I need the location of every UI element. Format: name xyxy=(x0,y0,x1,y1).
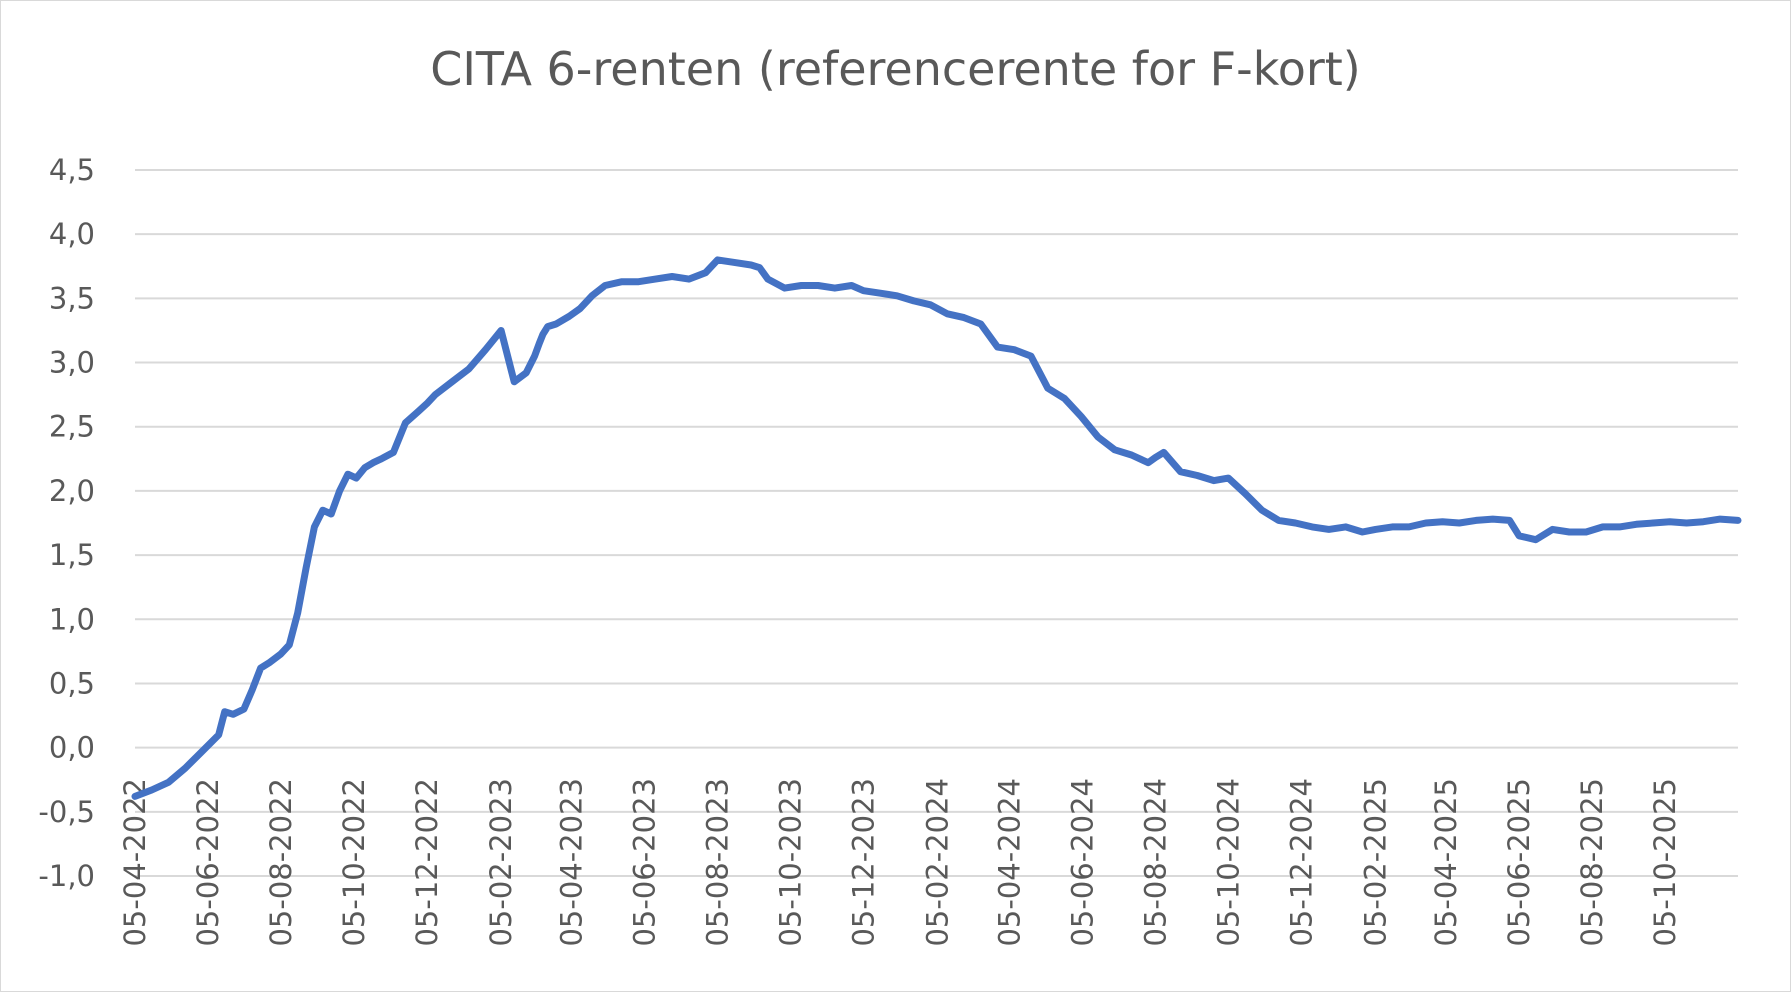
y-axis-tick-labels: -1,0 -0,5 0,0 0,5 1,0 1,5 2,0 2,5 3,0 3,5 4,0 4,5 xyxy=(38,153,95,893)
y-tick-label: 1,0 xyxy=(49,602,95,636)
x-tick-label: 05-04-2023 xyxy=(555,778,589,947)
x-tick-label: 05-06-2025 xyxy=(1502,778,1536,947)
y-tick-label: 3,5 xyxy=(49,281,95,315)
y-tick-label: 4,5 xyxy=(49,153,95,187)
y-tick-label: 2,5 xyxy=(49,410,95,444)
x-tick-label: 05-04-2024 xyxy=(992,778,1026,947)
y-tick-label: 2,0 xyxy=(49,474,95,508)
x-tick-label: 05-10-2023 xyxy=(774,778,808,947)
y-tick-label: 1,5 xyxy=(49,538,95,572)
series-group xyxy=(131,256,1742,800)
x-tick-label: 05-10-2024 xyxy=(1211,778,1245,947)
x-tick-label: 05-12-2022 xyxy=(410,778,444,947)
x-tick-label: 05-12-2023 xyxy=(847,778,881,947)
y-tick-label: 3,0 xyxy=(49,346,95,380)
y-tick-label: -0,5 xyxy=(38,795,95,829)
x-tick-label: 05-10-2025 xyxy=(1648,778,1682,947)
x-tick-label: 05-06-2023 xyxy=(628,778,662,947)
x-tick-label: 05-06-2024 xyxy=(1065,778,1099,947)
x-tick-label: 05-02-2025 xyxy=(1359,778,1393,947)
gridlines xyxy=(135,169,1738,877)
x-tick-label: 05-04-2022 xyxy=(118,778,152,947)
x-tick-label: 05-08-2024 xyxy=(1138,778,1172,947)
x-tick-label: 05-06-2022 xyxy=(191,778,225,947)
y-tick-label: -1,0 xyxy=(38,859,95,893)
y-tick-label: 4,0 xyxy=(49,217,95,251)
x-tick-label: 05-02-2023 xyxy=(484,778,518,947)
x-tick-label: 05-08-2022 xyxy=(264,778,298,947)
series-line xyxy=(131,256,1742,800)
chart-title: CITA 6-renten (referencerente for F-kort… xyxy=(430,42,1361,96)
x-axis-tick-labels: 05-04-2022 05-06-2022 05-08-2022 05-10-2022… xyxy=(118,778,1682,947)
x-tick-label: 05-08-2025 xyxy=(1575,778,1609,947)
x-tick-label: 05-02-2024 xyxy=(921,778,955,947)
x-tick-label: 05-04-2025 xyxy=(1429,778,1463,947)
x-tick-label: 05-12-2024 xyxy=(1284,778,1318,947)
x-tick-label: 05-08-2023 xyxy=(701,778,735,947)
y-tick-label: 0,5 xyxy=(49,666,95,700)
x-tick-label: 05-10-2022 xyxy=(337,778,371,947)
y-tick-label: 0,0 xyxy=(49,731,95,765)
